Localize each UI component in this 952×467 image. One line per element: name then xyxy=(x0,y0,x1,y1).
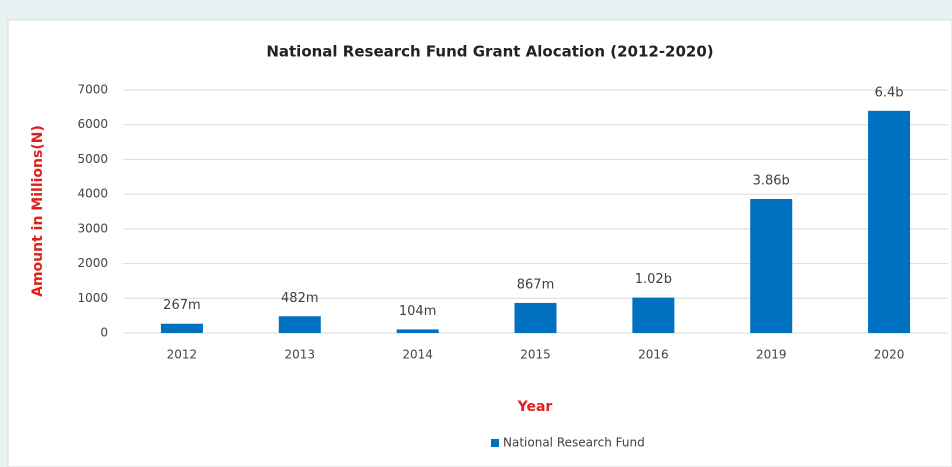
x-tick-label: 2019 xyxy=(756,348,787,362)
bar xyxy=(278,316,321,333)
y-tick-label: 4000 xyxy=(77,187,108,201)
bar xyxy=(632,297,675,333)
y-tick-label: 1000 xyxy=(77,291,108,305)
x-tick-label: 2013 xyxy=(285,348,316,362)
legend-swatch xyxy=(491,439,499,447)
bar xyxy=(514,302,557,333)
x-tick-label: 2020 xyxy=(874,348,905,362)
x-axis-label: Year xyxy=(517,399,553,415)
x-tick-label: 2015 xyxy=(520,348,551,362)
x-tick-label: 2014 xyxy=(402,348,433,362)
bar xyxy=(868,110,911,333)
data-label: 104m xyxy=(399,304,436,319)
y-tick-label: 2000 xyxy=(77,256,108,270)
data-label: 1.02b xyxy=(635,272,672,287)
chart-background xyxy=(7,19,952,467)
y-tick-label: 6000 xyxy=(77,117,108,131)
legend-label: National Research Fund xyxy=(503,436,645,450)
x-tick-label: 2012 xyxy=(167,348,198,362)
data-label: 3.86b xyxy=(753,174,790,189)
y-axis-label: Amount in Millions(N) xyxy=(30,125,46,297)
y-tick-label: 0 xyxy=(100,326,108,340)
bar xyxy=(750,199,793,333)
data-label: 482m xyxy=(281,291,318,306)
data-label: 267m xyxy=(163,298,200,313)
y-tick-label: 7000 xyxy=(77,83,108,97)
y-tick-label: 5000 xyxy=(77,152,108,166)
data-label: 867m xyxy=(517,277,554,292)
chart-title: National Research Fund Grant Alocation (… xyxy=(266,43,713,61)
x-tick-label: 2016 xyxy=(638,348,669,362)
bar xyxy=(160,323,203,333)
bar xyxy=(396,329,439,333)
y-tick-label: 3000 xyxy=(77,221,108,235)
data-label: 6.4b xyxy=(875,85,904,100)
